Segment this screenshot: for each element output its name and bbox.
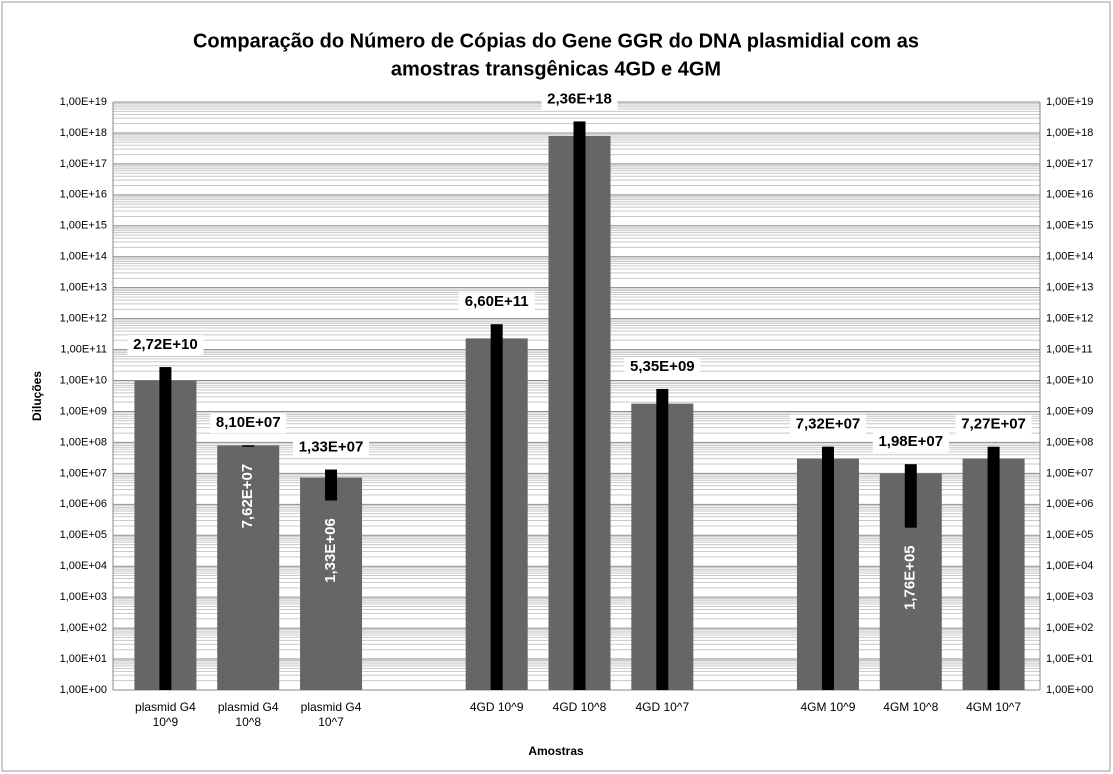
- y-tick-label: 1,00E+17: [60, 158, 107, 170]
- range-bar: [573, 121, 586, 690]
- y-tick-label: 1,00E+08: [60, 436, 107, 448]
- range-bar: [325, 469, 338, 501]
- data-label: 1,76E+05: [902, 545, 919, 610]
- range-bar: [656, 388, 669, 690]
- data-label: 8,10E+07: [216, 414, 281, 431]
- y-tick-label: 1,00E+12: [60, 313, 107, 325]
- label-bg: [955, 414, 1032, 435]
- y-tick-label: 1,00E+19: [60, 96, 107, 108]
- chart-title: amostras transgênicas 4GD e 4GM: [391, 58, 721, 80]
- x-tick-label: 4GM 10^8: [883, 700, 939, 714]
- x-tick-label: 4GD 10^8: [552, 700, 607, 714]
- x-tick-label: 4GD 10^7: [635, 700, 690, 714]
- y2-tick-label: 1,00E+03: [1046, 591, 1093, 603]
- label-bg: [789, 414, 866, 435]
- y-tick-label: 1,00E+04: [60, 560, 107, 572]
- y2-tick-label: 1,00E+06: [1046, 498, 1093, 510]
- y2-tick-label: 1,00E+00: [1046, 684, 1093, 696]
- y2-tick-label: 1,00E+19: [1046, 96, 1093, 108]
- range-bar: [904, 464, 917, 528]
- y2-tick-label: 1,00E+12: [1046, 313, 1093, 325]
- y-tick-label: 1,00E+16: [60, 189, 107, 201]
- y2-tick-label: 1,00E+10: [1046, 374, 1093, 386]
- data-label: 1,33E+06: [322, 518, 339, 583]
- x-tick-label: plasmid G4 10^8: [217, 700, 279, 729]
- data-label: 5,35E+09: [630, 358, 695, 375]
- label-bg: [541, 89, 618, 110]
- y-tick-label: 1,00E+13: [60, 282, 107, 294]
- bar: [300, 477, 363, 690]
- label-bg: [127, 335, 204, 356]
- y-tick-label: 1,00E+07: [60, 467, 107, 479]
- label-bg: [210, 413, 287, 434]
- bar: [217, 445, 280, 690]
- y2-tick-label: 1,00E+05: [1046, 529, 1093, 541]
- label-bg: [293, 437, 370, 458]
- y2-tick-label: 1,00E+11: [1046, 343, 1093, 355]
- x-tick-label: plasmid G4 10^7: [300, 700, 362, 729]
- y2-tick-label: 1,00E+01: [1046, 653, 1093, 665]
- y-tick-label: 1,00E+11: [60, 343, 107, 355]
- y2-tick-label: 1,00E+07: [1046, 467, 1093, 479]
- label-bg: [458, 292, 535, 313]
- y-tick-label: 1,00E+01: [60, 653, 107, 665]
- data-label: 1,98E+07: [878, 433, 943, 450]
- y2-tick-label: 1,00E+16: [1046, 189, 1093, 201]
- y-tick-label: 1,00E+10: [60, 374, 107, 386]
- range-bar: [490, 324, 503, 690]
- range-bar: [987, 446, 1000, 690]
- y2-tick-label: 1,00E+09: [1046, 405, 1093, 417]
- y2-tick-label: 1,00E+18: [1046, 127, 1093, 139]
- chart-title: Comparação do Número de Cópias do Gene G…: [193, 30, 919, 52]
- y-tick-label: 1,00E+00: [60, 684, 107, 696]
- data-label: 7,32E+07: [796, 416, 861, 433]
- y2-tick-label: 1,00E+13: [1046, 282, 1093, 294]
- y2-tick-label: 1,00E+04: [1046, 560, 1093, 572]
- data-label: 2,36E+18: [547, 90, 612, 107]
- y-tick-label: 1,00E+14: [60, 251, 107, 263]
- x-tick-label: 4GM 10^9: [800, 700, 856, 714]
- y-tick-label: 1,00E+15: [60, 220, 107, 232]
- x-tick-label: 4GD 10^9: [469, 700, 524, 714]
- data-label: 6,60E+11: [465, 293, 529, 310]
- y2-tick-label: 1,00E+02: [1046, 622, 1093, 634]
- y-axis-title: Diluções: [30, 371, 44, 421]
- y2-tick-label: 1,00E+08: [1046, 436, 1093, 448]
- range-bar: [242, 445, 255, 447]
- y2-tick-label: 1,00E+17: [1046, 158, 1093, 170]
- data-label: 7,62E+07: [239, 464, 256, 529]
- y-tick-label: 1,00E+05: [60, 529, 107, 541]
- range-bar: [159, 367, 172, 690]
- label-bg: [872, 432, 949, 453]
- label-bg: [624, 356, 701, 377]
- y2-tick-label: 1,00E+15: [1046, 220, 1093, 232]
- range-bar: [821, 446, 834, 690]
- y-tick-label: 1,00E+02: [60, 622, 107, 634]
- y2-tick-label: 1,00E+14: [1046, 251, 1093, 263]
- y-tick-label: 1,00E+03: [60, 591, 107, 603]
- y-tick-label: 1,00E+06: [60, 498, 107, 510]
- x-tick-label: plasmid G4 10^9: [135, 700, 196, 729]
- x-axis-title: Amostras: [528, 744, 584, 758]
- x-tick-label: 4GM 10^7: [966, 700, 1022, 714]
- data-label: 7,27E+07: [961, 416, 1026, 433]
- y-tick-label: 1,00E+09: [60, 405, 107, 417]
- y-tick-label: 1,00E+18: [60, 127, 107, 139]
- data-label: 2,72E+10: [133, 336, 198, 353]
- data-label: 1,33E+07: [299, 439, 364, 456]
